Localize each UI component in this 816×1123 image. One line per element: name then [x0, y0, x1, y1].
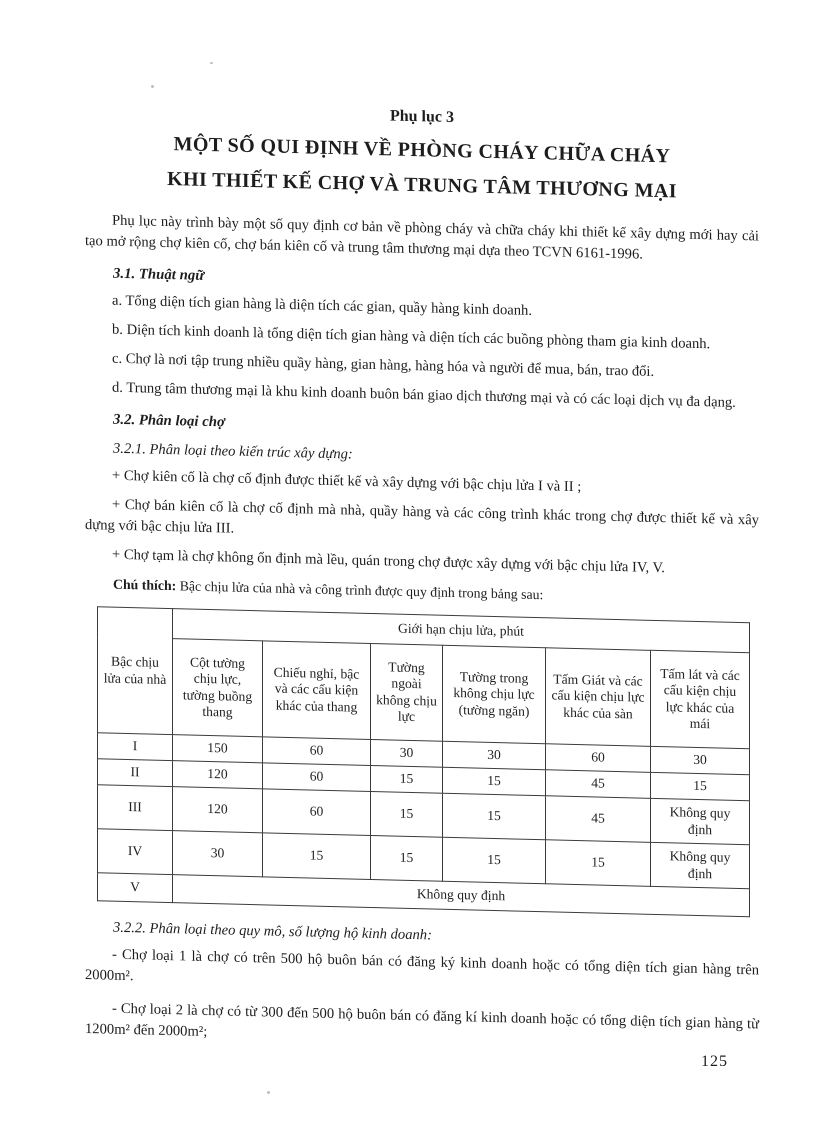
table-cell: 30 [370, 739, 443, 768]
intro-paragraph: Phụ lục này trình bày một số quy định cơ… [85, 212, 759, 263]
table-cell: 60 [262, 788, 371, 836]
table-row-header: Bậc chịu lửa của nhà [97, 606, 173, 735]
grade-cell: II [97, 758, 173, 787]
table-column-header-6: Tấm lát và các cấu kiện chịu lực khác củ… [650, 650, 750, 749]
table-cell: 15 [545, 839, 651, 887]
table-cell: 60 [262, 762, 371, 792]
table-column-header-1: Cột tường chịu lực, tường buồng thang [172, 638, 263, 737]
section-3-2-heading: 3.2. Phân loại chợ [113, 411, 225, 431]
table-column-header-4: Tường trong không chịu lực (tường ngăn) [442, 645, 546, 744]
table-cell: 15 [442, 767, 546, 796]
table-cell: 60 [262, 736, 371, 766]
table-cell: 15 [442, 793, 546, 840]
scan-speck [267, 1091, 270, 1094]
table-cell: 45 [545, 769, 651, 799]
grade-cell: I [97, 732, 173, 761]
table-cell: 45 [545, 795, 651, 843]
table-note: Chú thích: Bậc chịu lửa của nhà và công … [113, 575, 759, 611]
table-cell: 15 [370, 765, 443, 794]
page-number: 125 [701, 1053, 728, 1070]
table-cell: Không quy định [650, 798, 750, 845]
page-content: Phụ lục 3 MỘT SỐ QUI ĐỊNH VỀ PHÒNG CHÁY … [85, 100, 759, 1056]
table-cell: 15 [650, 772, 750, 801]
table-cell: 15 [442, 837, 546, 884]
table-cell: 150 [172, 734, 263, 763]
table-cell: 15 [262, 832, 371, 880]
market-type-item-2: + Chợ bán kiên cố là chợ cố định mà nhà,… [85, 496, 759, 537]
scan-speck [210, 62, 213, 64]
table-cell: 15 [370, 791, 443, 838]
table-cell: 60 [545, 743, 651, 773]
market-class-item-2: - Chợ loại 2 là chợ có từ 300 đến 500 hộ… [85, 1000, 759, 1040]
table-column-header-3: Tường ngoài không chịu lực [370, 643, 443, 742]
table-note-label: Chú thích: [113, 576, 177, 594]
scan-speck [151, 85, 154, 88]
table-cell: 120 [172, 760, 263, 789]
grade-cell: III [97, 784, 173, 831]
table-note-text: Bậc chịu lửa của nhà và công trình được … [176, 578, 544, 603]
table-cell: 15 [370, 835, 443, 882]
table-cell: 30 [442, 741, 546, 770]
grade-cell: IV [97, 828, 173, 875]
table-cell: 30 [172, 830, 263, 877]
grade-cell: V [97, 872, 173, 903]
table-column-header-5: Tấm Giát và các cấu kiện chịu lực khác c… [545, 647, 651, 747]
market-class-item-1: - Chợ loại 1 là chợ có trên 500 hộ buôn … [85, 946, 759, 985]
table-cell: 30 [650, 746, 750, 775]
fire-resistance-table: Bậc chịu lửa của nhà Giới hạn chịu lửa, … [97, 606, 750, 917]
table-column-header-2: Chiếu nghỉ, bậc và các cấu kiện khác của… [262, 640, 371, 740]
table-cell: 120 [172, 786, 263, 833]
table-cell: Không quy định [650, 842, 750, 889]
